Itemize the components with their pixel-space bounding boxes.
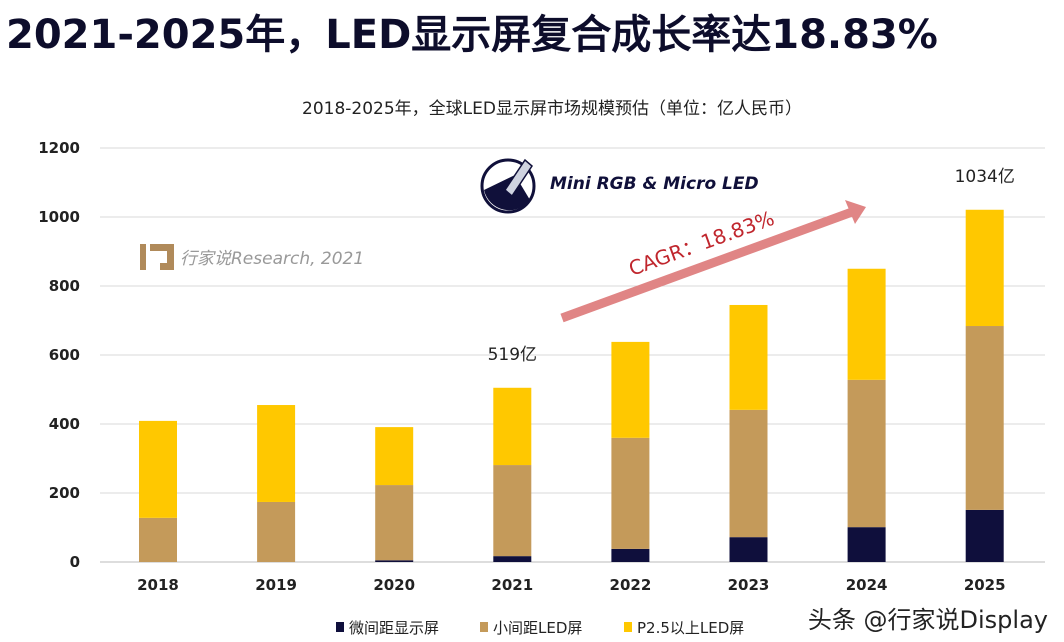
x-tick-label: 2023: [728, 576, 770, 594]
source-logo-icon: [140, 244, 174, 270]
bar-segment: [729, 304, 768, 410]
bar-segment: [965, 509, 1004, 562]
badge-label: Mini RGB & Micro LED: [550, 174, 759, 194]
headline: 2021-2025年，LED显示屏复合成长率达18.83%: [6, 12, 938, 58]
bar-segment: [493, 387, 532, 466]
bar-segment: [493, 556, 532, 562]
y-tick-label: 0: [70, 553, 80, 571]
legend-swatch: [336, 622, 344, 632]
source-watermark: 行家说Research, 2021: [180, 249, 364, 269]
bar-segment: [729, 537, 768, 562]
bottom-watermark: 头条 @行家说Display: [807, 606, 1048, 634]
x-tick-label: 2020: [373, 576, 415, 594]
x-tick-label: 2019: [255, 576, 297, 594]
bar-segment: [611, 341, 650, 438]
y-tick-label: 200: [49, 484, 80, 502]
bar-segment: [847, 527, 886, 562]
x-tick-label: 2025: [964, 576, 1006, 594]
x-tick-label: 2022: [610, 576, 652, 594]
x-tick-label: 2021: [491, 576, 533, 594]
bar-segment: [375, 560, 414, 562]
bar-segment: [729, 409, 768, 538]
y-tick-label: 800: [49, 277, 80, 295]
legend-swatch: [624, 622, 632, 632]
bar-segment: [257, 501, 296, 562]
bar-segment: [611, 437, 650, 549]
cagr-arrow: [560, 200, 866, 323]
legend-label: P2.5以上LED屏: [637, 619, 744, 637]
bar-segment: [847, 268, 886, 380]
x-tick-label: 2018: [137, 576, 179, 594]
y-tick-label: 600: [49, 346, 80, 364]
bar-segment: [375, 427, 414, 486]
bar-segment: [611, 548, 650, 562]
legend-swatch: [480, 622, 488, 632]
rocket-globe-icon: [480, 158, 536, 214]
bar-segment: [847, 379, 886, 528]
bar-segment: [965, 209, 1004, 327]
x-tick-label: 2024: [846, 576, 888, 594]
data-label: 519亿: [488, 345, 537, 365]
bar-segment: [257, 405, 296, 502]
bar-segment: [139, 420, 177, 518]
chart-title: 2018-2025年，全球LED显示屏市场规模预估（单位：亿人民币）: [302, 99, 802, 119]
bar-segment: [139, 517, 177, 562]
legend-label: 微间距显示屏: [349, 619, 439, 637]
bar-segment: [965, 326, 1004, 510]
y-tick-label: 1000: [38, 208, 80, 226]
y-tick-label: 400: [49, 415, 80, 433]
bar-segment: [375, 485, 414, 561]
bar-segment: [493, 465, 532, 557]
data-label: 1034亿: [955, 167, 1015, 187]
y-tick-label: 1200: [38, 139, 80, 157]
legend-label: 小间距LED屏: [493, 619, 582, 637]
